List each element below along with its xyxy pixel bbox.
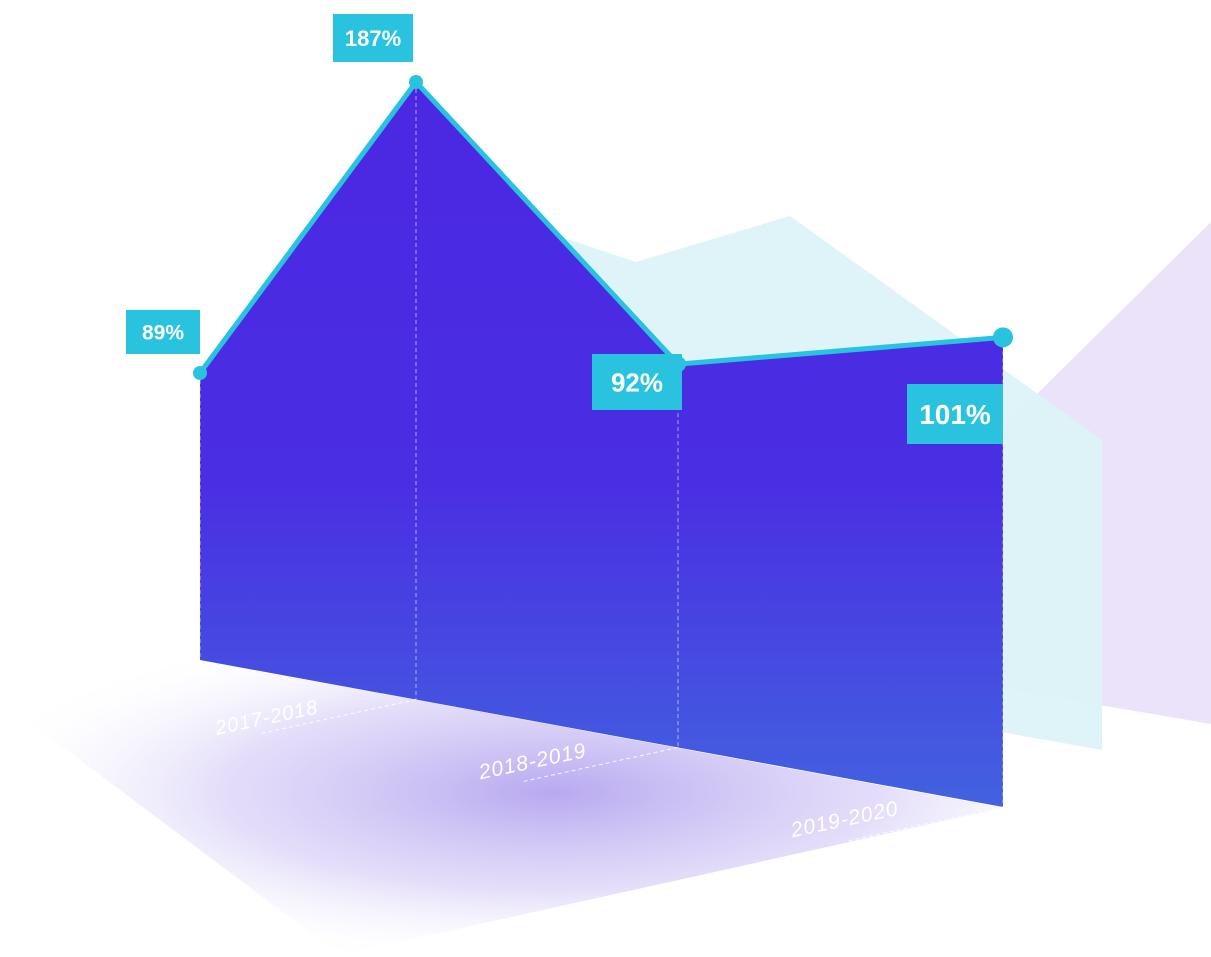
value-label-text-1: 187% — [345, 26, 401, 51]
value-label-text-3: 101% — [919, 399, 991, 430]
floor-shadow — [0, 660, 1003, 955]
data-point-1 — [409, 75, 423, 89]
data-point-3 — [993, 327, 1013, 348]
value-label-1: 187% — [333, 14, 413, 62]
value-label-text-0: 89% — [142, 322, 184, 345]
value-label-box-2 — [592, 354, 682, 410]
value-label-box-1 — [333, 14, 413, 62]
value-label-0: 89% — [126, 310, 200, 354]
value-label-box-3 — [907, 384, 1003, 444]
floor-guide-3 — [847, 806, 1004, 842]
series-area — [200, 82, 1003, 807]
value-label-2: 92% — [592, 354, 682, 410]
floor-guide-1 — [260, 699, 417, 735]
value-label-text-2: 92% — [611, 367, 663, 397]
value-label-3: 101% — [907, 384, 1003, 444]
data-point-0 — [193, 366, 207, 380]
floor-guide-2 — [522, 747, 679, 782]
series-line — [197, 79, 1004, 375]
value-label-box-0 — [126, 310, 200, 354]
